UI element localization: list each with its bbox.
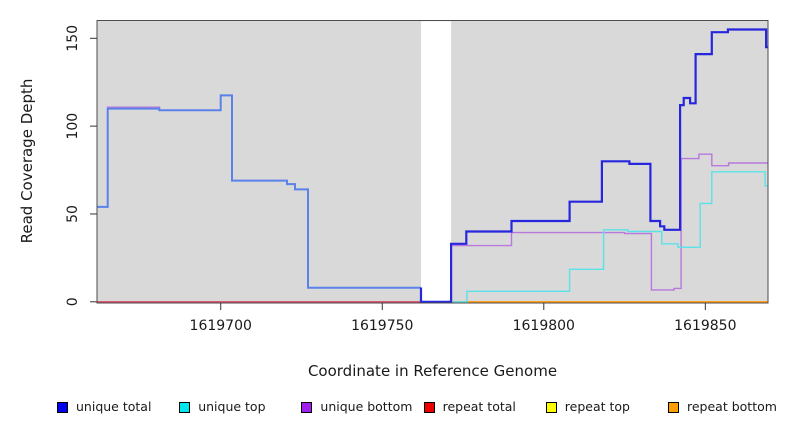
x-axis-title: Coordinate in Reference Genome	[307, 362, 558, 380]
legend-swatch-repeat-top	[545, 401, 557, 413]
legend-item-repeat-top: repeat top	[545, 399, 630, 415]
legend-label-repeat-total: repeat total	[442, 399, 516, 414]
y-tick-label: 100	[65, 113, 81, 140]
y-tick-label: 50	[65, 205, 81, 223]
legend-label-repeat-bottom: repeat bottom	[687, 399, 777, 414]
legend-swatch-repeat-bottom	[668, 401, 679, 413]
legend-item-repeat-total: repeat total	[423, 399, 516, 415]
series-line-unique-total-right	[419, 28, 768, 303]
series-line-unique-total-left	[97, 94, 421, 289]
x-tick-label: 1619800	[513, 318, 575, 334]
legend-label-unique-top: unique top	[198, 399, 266, 414]
y-tick-label: 0	[65, 297, 81, 306]
series-group	[97, 28, 768, 303]
series-line-unique-top	[451, 171, 768, 303]
legend-label-unique-bottom: unique bottom	[320, 399, 413, 414]
x-tick-label: 1619700	[190, 318, 252, 334]
legend-label-unique-total: unique total	[76, 399, 152, 414]
legend-item-unique-bottom: unique bottom	[301, 399, 412, 415]
no-data-gap-band	[421, 21, 452, 303]
y-tick-label: 150	[65, 25, 81, 52]
coverage-plot-svg: 1619700 1619750 1619800 1619850 0 50 100 150	[65, 20, 769, 334]
legend-swatch-unique-total	[57, 401, 68, 413]
plot-border	[96, 20, 769, 304]
legend-swatch-unique-bottom	[301, 401, 313, 413]
legend-item-unique-total: unique total	[57, 399, 151, 415]
x-tick-label: 1619750	[351, 318, 413, 334]
legend-item-unique-top: unique top	[179, 399, 266, 415]
legend-swatch-unique-top	[179, 401, 191, 413]
x-tick-label: 1619850	[674, 318, 736, 334]
legend-label-repeat-top: repeat top	[564, 399, 630, 414]
legend-item-repeat-bottom: repeat bottom	[668, 399, 777, 415]
legend-swatch-repeat-total	[423, 401, 435, 413]
y-axis-title: Read Coverage Depth	[18, 78, 36, 244]
